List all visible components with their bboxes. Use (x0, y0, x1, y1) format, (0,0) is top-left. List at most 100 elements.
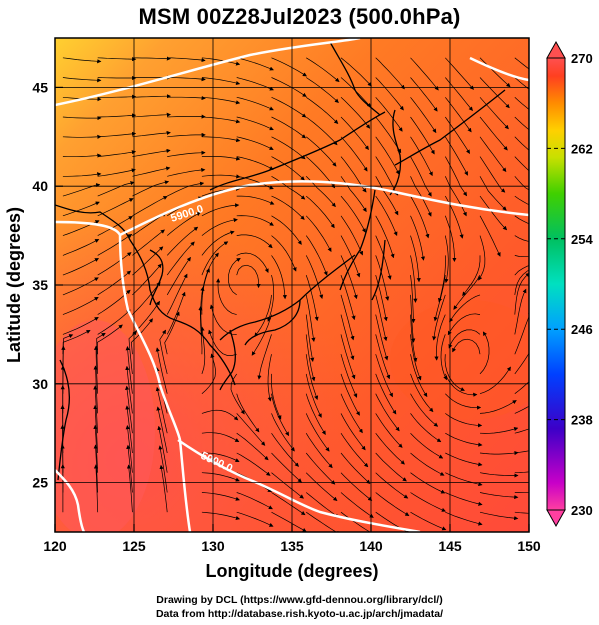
streamline (167, 77, 206, 82)
streamline (236, 116, 274, 131)
streamline (236, 413, 266, 446)
grid-lines (55, 38, 529, 532)
streamline (128, 331, 138, 374)
streamline (479, 472, 519, 478)
streamline (445, 413, 483, 428)
streamline (410, 511, 447, 531)
streamline (445, 452, 483, 467)
streamline (167, 167, 206, 177)
streamline (514, 288, 527, 335)
streamline (449, 294, 481, 323)
streamline (410, 373, 434, 413)
streamline (305, 255, 324, 299)
streamline (340, 354, 358, 398)
streamline (156, 406, 168, 454)
streamline (132, 263, 162, 296)
x-tick-label: 140 (359, 538, 383, 554)
streamline (514, 272, 529, 315)
streamline (305, 472, 338, 502)
streamline (267, 275, 275, 322)
colorbar-tick-label: 270 (571, 51, 593, 66)
streamline (93, 464, 99, 513)
streamline (201, 96, 241, 105)
streamline (444, 176, 467, 217)
streamline (375, 492, 410, 516)
streamline (375, 215, 395, 259)
streamline (340, 57, 372, 87)
streamline (257, 334, 272, 380)
streamline (271, 255, 287, 300)
streamline (306, 511, 341, 532)
streamline (410, 393, 439, 427)
streamline (166, 256, 191, 296)
streamline (271, 472, 304, 499)
streamline (305, 334, 316, 382)
streamline (251, 314, 272, 356)
streamline (167, 114, 206, 119)
streamline (97, 270, 132, 296)
streamline (340, 294, 355, 341)
streamline (236, 492, 273, 510)
streamline (410, 472, 446, 494)
streamline (410, 77, 438, 112)
streamline (479, 331, 490, 375)
streamline (340, 452, 371, 484)
streamline (479, 156, 506, 193)
streamline (305, 492, 340, 518)
streamline (410, 97, 437, 134)
streamline (444, 354, 465, 391)
streamline (479, 400, 517, 414)
streamline (271, 235, 297, 272)
streamline (200, 326, 206, 375)
streamline (410, 215, 426, 261)
streamline (201, 492, 240, 501)
streamline (340, 314, 355, 361)
streamline (93, 444, 99, 493)
streamline (166, 291, 186, 335)
streamline (62, 330, 91, 355)
streamline (167, 132, 206, 138)
streamline (62, 316, 99, 335)
streamline (132, 180, 170, 197)
streamline (375, 334, 391, 380)
streamline (410, 136, 433, 177)
x-tick-label: 135 (280, 538, 304, 554)
streamline (201, 432, 240, 443)
streamline (236, 234, 273, 249)
streamline (410, 413, 442, 443)
streamline (228, 257, 241, 296)
streamline (93, 365, 99, 414)
streamline (93, 404, 99, 454)
streamline (132, 112, 171, 118)
streamline (201, 472, 240, 482)
streamline (201, 511, 241, 520)
streamline (132, 94, 171, 99)
streamline (157, 425, 168, 473)
streamline (340, 393, 363, 434)
streamline (201, 353, 217, 394)
streamline (97, 113, 137, 118)
streamline (132, 130, 171, 138)
streamline (375, 432, 405, 465)
temperature-field (55, 38, 529, 532)
streamline (201, 218, 238, 236)
streamline (125, 385, 133, 434)
streamline (201, 57, 241, 66)
y-tick-label: 30 (32, 376, 48, 392)
streamline (437, 255, 446, 303)
colorbar-bottom-arrow (546, 509, 566, 528)
streamline (62, 201, 100, 217)
streamline (97, 252, 132, 276)
streamline (478, 235, 486, 281)
streamline (201, 136, 241, 143)
streamline (155, 347, 168, 394)
colorbar-tick-label: 238 (571, 413, 593, 428)
streamline (254, 294, 272, 337)
streamline (305, 314, 315, 362)
streamline (410, 116, 435, 155)
streamline (97, 57, 137, 62)
y-tick-label: 25 (32, 475, 48, 491)
streamline (514, 269, 529, 295)
streamline (479, 195, 508, 231)
